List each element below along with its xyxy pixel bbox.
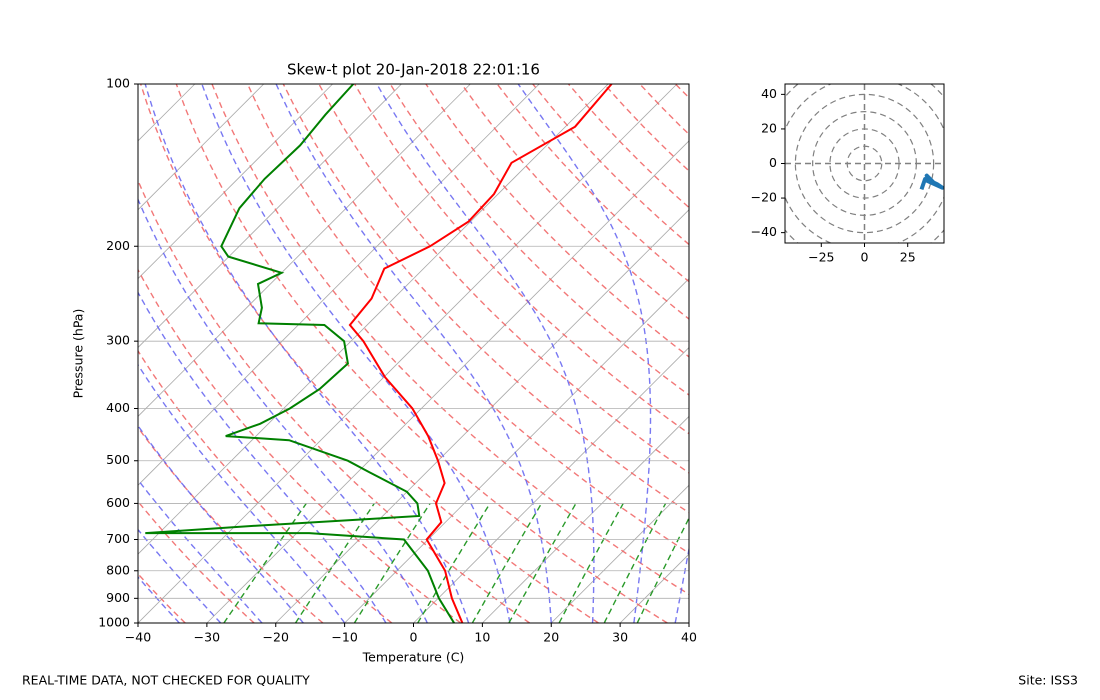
- isotherm: [275, 209, 689, 623]
- hodograph-line: [919, 173, 944, 191]
- plot-frame: [137, 83, 690, 624]
- x-tick-label: 40: [681, 630, 697, 645]
- plot-frame: [784, 83, 945, 244]
- dry-adiabat: [389, 84, 689, 396]
- dry-adiabat: [0, 84, 116, 623]
- dry-adiabat: [282, 84, 689, 514]
- dry-adiabat: [0, 84, 47, 623]
- y-axis-label: Pressure (hPa): [71, 309, 86, 399]
- x-tick-label: 10: [474, 630, 490, 645]
- x-axis-label: Temperature (C): [362, 650, 465, 665]
- y-tick-label: 100: [106, 76, 130, 91]
- moist-adiabat: [376, 84, 595, 623]
- footer-note: REAL-TIME DATA, NOT CHECKED FOR QUALITY: [22, 673, 310, 688]
- isotherm: [344, 278, 689, 623]
- isotherm: [0, 84, 57, 623]
- isotherm: [138, 84, 402, 349]
- x-tick-label: 25: [900, 250, 916, 265]
- isotherm: [138, 84, 471, 417]
- dry-adiabat: [138, 268, 462, 623]
- moist-adiabat: [138, 528, 222, 623]
- isotherm: [758, 84, 1100, 623]
- dry-adiabat: [496, 84, 689, 283]
- footer-site: Site: ISS3: [1018, 673, 1078, 688]
- y-tick-label: 800: [106, 562, 130, 577]
- profile-line: [348, 84, 613, 623]
- x-tick-label: 20: [543, 630, 559, 645]
- dry-adiabat: [211, 84, 689, 596]
- x-tick-label: −30: [194, 630, 220, 645]
- x-tick-label: 30: [612, 630, 628, 645]
- y-tick-label: 600: [106, 495, 130, 510]
- y-tick-label: 200: [106, 238, 130, 253]
- y-tick-label: −20: [751, 190, 777, 205]
- y-tick-label: 700: [106, 531, 130, 546]
- moist-adiabat: [138, 197, 428, 623]
- dry-adiabat: [318, 84, 689, 474]
- y-tick-label: 900: [106, 590, 130, 605]
- moist-adiabat: [201, 84, 511, 623]
- dry-adiabat: [138, 500, 255, 623]
- isotherm: [688, 622, 689, 623]
- y-tick-label: 0: [769, 155, 777, 170]
- y-tick-label: 20: [761, 120, 777, 135]
- moist-adiabat: [138, 291, 387, 623]
- dry-adiabat: [674, 84, 689, 99]
- isotherm: [550, 484, 689, 623]
- hodograph-area: [785, 84, 944, 243]
- y-tick-label: 40: [761, 86, 777, 101]
- profiles: [145, 84, 613, 623]
- moist-adiabat: [138, 363, 346, 623]
- dry-adiabat: [532, 84, 689, 246]
- x-tick-label: −40: [125, 630, 151, 645]
- dry-adiabat: [567, 84, 689, 209]
- profile-line: [145, 84, 455, 623]
- y-tick-label: 1000: [98, 615, 130, 630]
- isotherm: [827, 84, 1100, 623]
- mixing-ratio-line: [471, 503, 543, 623]
- mixing-ratio-line: [636, 516, 689, 623]
- moist-adiabat: [144, 84, 470, 623]
- dry-adiabat: [138, 178, 531, 623]
- chart-title: Skew-t plot 20-Jan-2018 22:01:16: [287, 61, 540, 79]
- isotherm: [138, 84, 265, 211]
- isotherm: [138, 84, 609, 555]
- dry-adiabat: [138, 426, 324, 623]
- y-tick-label: −40: [751, 224, 777, 239]
- moist-adiabat: [517, 84, 652, 623]
- y-tick-label: 400: [106, 400, 130, 415]
- isotherm: [138, 84, 540, 486]
- dry-adiabat: [639, 84, 689, 136]
- isotherm: [138, 84, 333, 280]
- dry-adiabat: [460, 84, 689, 320]
- isotherm: [413, 346, 689, 623]
- moist-adiabat: [275, 84, 552, 623]
- isotherm: [482, 415, 689, 623]
- moist-adiabat: [138, 575, 180, 623]
- x-tick-label: −25: [808, 250, 834, 265]
- x-tick-label: −20: [263, 630, 289, 645]
- isotherm: [619, 553, 689, 623]
- x-tick-label: 0: [410, 630, 418, 645]
- range-ring: [785, 84, 944, 243]
- background-lines: [0, 84, 1100, 623]
- moist-adiabat: [138, 478, 263, 623]
- x-tick-label: −10: [331, 630, 357, 645]
- y-tick-label: 300: [106, 333, 130, 348]
- isotherm: [138, 84, 196, 142]
- dry-adiabat: [140, 84, 599, 623]
- mixing-ratio-line: [353, 503, 431, 623]
- dry-adiabat: [138, 572, 186, 623]
- dry-adiabat: [246, 84, 689, 554]
- dry-adiabat: [425, 84, 689, 358]
- y-tick-label: 500: [106, 452, 130, 467]
- x-tick-label: 0: [861, 250, 869, 265]
- moist-adiabat: [138, 424, 304, 623]
- dry-adiabat: [175, 84, 668, 623]
- dry-adiabat: [603, 84, 689, 172]
